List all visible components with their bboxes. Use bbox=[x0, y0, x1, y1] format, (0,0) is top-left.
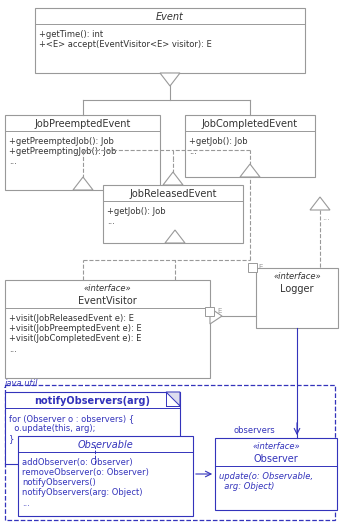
Text: JobReleasedEvent: JobReleasedEvent bbox=[129, 189, 217, 199]
Bar bbox=[35, 8, 305, 73]
Text: JobCompletedEvent: JobCompletedEvent bbox=[202, 119, 298, 129]
Text: EventVisitor: EventVisitor bbox=[78, 296, 137, 306]
Polygon shape bbox=[210, 308, 222, 324]
Text: E: E bbox=[258, 264, 262, 270]
Text: Event: Event bbox=[156, 12, 184, 22]
Text: «interface»: «interface» bbox=[252, 442, 300, 451]
Text: «interface»: «interface» bbox=[273, 272, 321, 281]
Text: +visit(JobPreemptedEvent e): E: +visit(JobPreemptedEvent e): E bbox=[9, 324, 142, 333]
Text: o.update(this, arg);: o.update(this, arg); bbox=[9, 424, 95, 433]
Text: ...: ... bbox=[322, 213, 330, 222]
Text: java.util: java.util bbox=[5, 379, 38, 388]
Text: ...: ... bbox=[9, 345, 17, 353]
Text: ...: ... bbox=[22, 499, 30, 508]
Text: +visit(JobCompletedEvent e): E: +visit(JobCompletedEvent e): E bbox=[9, 335, 142, 343]
Text: notifyObservers(): notifyObservers() bbox=[22, 478, 96, 488]
Text: E: E bbox=[217, 308, 221, 314]
Text: ...: ... bbox=[9, 157, 17, 167]
Text: update(o: Observable,: update(o: Observable, bbox=[219, 472, 313, 481]
Text: ...: ... bbox=[107, 217, 115, 226]
Polygon shape bbox=[310, 197, 330, 210]
Polygon shape bbox=[160, 73, 180, 86]
Text: }: } bbox=[9, 434, 15, 443]
Text: +getTime(): int: +getTime(): int bbox=[39, 30, 103, 39]
Text: notifyObservers(arg): notifyObservers(arg) bbox=[35, 396, 151, 406]
Text: Logger: Logger bbox=[280, 284, 314, 294]
Text: for (Observer o : observers) {: for (Observer o : observers) { bbox=[9, 414, 134, 423]
Bar bbox=[5, 392, 180, 464]
Text: «interface»: «interface» bbox=[84, 284, 131, 293]
Text: +getJob(): Job: +getJob(): Job bbox=[107, 207, 166, 216]
Text: +getJob(): Job: +getJob(): Job bbox=[189, 137, 248, 146]
Bar bbox=[205, 307, 214, 316]
Text: +visit(JobReleasedEvent e): E: +visit(JobReleasedEvent e): E bbox=[9, 314, 134, 323]
Polygon shape bbox=[240, 164, 260, 177]
Bar bbox=[5, 385, 335, 520]
Polygon shape bbox=[73, 177, 93, 190]
Text: observers: observers bbox=[233, 426, 275, 435]
Bar bbox=[5, 280, 210, 378]
Text: addObserver(o: Observer): addObserver(o: Observer) bbox=[22, 458, 133, 467]
Text: Observable: Observable bbox=[78, 440, 133, 450]
Bar bbox=[5, 115, 160, 190]
Text: JobPreemptedEvent: JobPreemptedEvent bbox=[34, 119, 131, 129]
Polygon shape bbox=[166, 392, 180, 406]
Text: removeObserver(o: Observer): removeObserver(o: Observer) bbox=[22, 468, 149, 477]
Text: ...: ... bbox=[189, 147, 197, 156]
Polygon shape bbox=[165, 230, 185, 243]
Bar bbox=[215, 438, 337, 510]
Text: Observer: Observer bbox=[254, 454, 298, 464]
Bar bbox=[103, 185, 243, 243]
Text: +getPreemptedJob(): Job: +getPreemptedJob(): Job bbox=[9, 137, 114, 146]
Bar bbox=[18, 436, 193, 516]
Polygon shape bbox=[163, 172, 183, 185]
Bar bbox=[185, 115, 315, 177]
Text: +getPreemptingJob(): Job: +getPreemptingJob(): Job bbox=[9, 147, 116, 156]
Text: +<E> accept(EventVisitor<E> visitor): E: +<E> accept(EventVisitor<E> visitor): E bbox=[39, 40, 212, 49]
Bar bbox=[248, 263, 257, 272]
Text: arg: Object): arg: Object) bbox=[219, 482, 274, 491]
Text: notifyObservers(arg: Object): notifyObservers(arg: Object) bbox=[22, 489, 143, 497]
Bar bbox=[256, 268, 338, 328]
